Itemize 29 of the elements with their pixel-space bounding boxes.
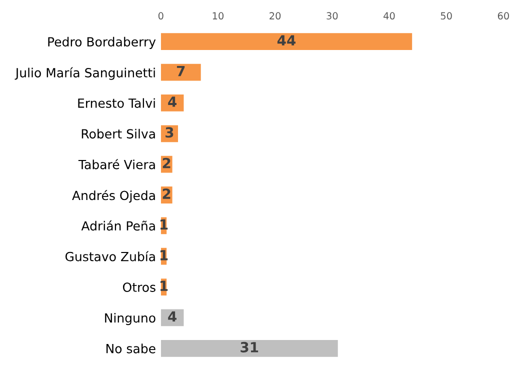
y-tick-label: Ninguno [105, 312, 156, 326]
y-tick-label: Pedro Bordaberry [48, 36, 156, 49]
y-tick-label: Adrián Peña [81, 220, 155, 231]
bar [160, 33, 412, 50]
x-tick-label: 50 [440, 12, 452, 20]
data-label: 31 [240, 342, 258, 352]
data-label: 4 [168, 96, 176, 107]
x-tick-label: 40 [384, 12, 395, 20]
y-tick-label: Andrés Ojeda [72, 190, 155, 203]
data-label: 3 [166, 127, 174, 138]
data-label: 4 [168, 311, 176, 322]
y-tick-label: Gustavo Zubía [65, 251, 155, 262]
y-tick-label: Tabaré Viera [78, 159, 155, 170]
data-label: 2 [162, 158, 170, 168]
x-tick-label: 0 [158, 12, 164, 20]
data-label: 2 [162, 188, 170, 199]
y-tick-label: Ernesto Talvi [78, 98, 155, 108]
bar [160, 64, 201, 81]
y-tick-label: Julio María Sanguinetti [14, 67, 155, 80]
y-tick-label: Otros [122, 282, 156, 292]
data-label: 44 [277, 35, 296, 46]
x-tick-label: 30 [326, 12, 338, 20]
bar [160, 340, 338, 357]
x-tick-label: 10 [212, 12, 224, 20]
y-tick-label: Robert Silva [82, 128, 155, 139]
data-label: 7 [176, 66, 185, 76]
x-tick-label: 20 [270, 12, 281, 20]
y-tick-label: No sabe [106, 344, 156, 354]
x-tick-label: 60 [498, 12, 509, 20]
